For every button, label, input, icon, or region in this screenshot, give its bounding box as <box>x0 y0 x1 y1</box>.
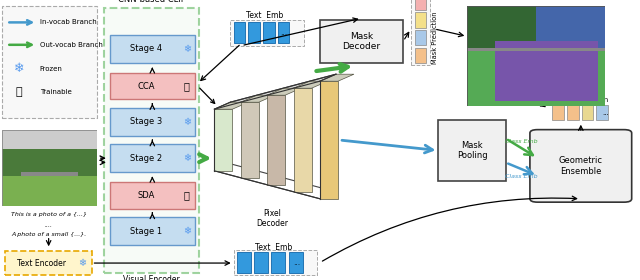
Text: 🔥: 🔥 <box>16 87 22 97</box>
Bar <box>110 73 195 99</box>
Text: Text  Emb: Text Emb <box>255 243 292 252</box>
Text: Text Encoder: Text Encoder <box>17 258 66 268</box>
Text: Stage 1: Stage 1 <box>130 227 162 235</box>
Text: Visual Encoder: Visual Encoder <box>124 276 180 280</box>
Bar <box>110 182 195 209</box>
Bar <box>552 105 564 120</box>
Bar <box>2 6 97 118</box>
Bar <box>289 252 303 273</box>
Text: In-vocab Branch: In-vocab Branch <box>40 19 97 25</box>
Polygon shape <box>268 95 285 185</box>
Text: ...: ... <box>292 258 300 267</box>
Polygon shape <box>241 95 275 102</box>
Polygon shape <box>320 74 354 81</box>
Text: Stage 4: Stage 4 <box>130 45 162 53</box>
Text: Geometric
Ensemble: Geometric Ensemble <box>559 156 603 176</box>
Text: CCA: CCA <box>137 81 155 91</box>
Text: Text  Emb: Text Emb <box>246 11 284 20</box>
Bar <box>234 250 317 275</box>
Bar <box>411 0 430 65</box>
Text: ...: ... <box>280 28 288 38</box>
Text: Class Emb: Class Emb <box>506 139 538 144</box>
Text: ...: ... <box>602 110 609 116</box>
Bar <box>5 251 92 275</box>
Bar <box>104 8 199 273</box>
Text: This is a photo of a {...}: This is a photo of a {...} <box>11 212 86 217</box>
Text: CNN-based CLIP: CNN-based CLIP <box>118 0 186 4</box>
Text: ❄: ❄ <box>183 117 191 127</box>
Polygon shape <box>214 164 336 199</box>
Bar <box>237 252 251 273</box>
Polygon shape <box>294 81 328 88</box>
Text: SDA: SDA <box>137 191 155 200</box>
Bar <box>254 252 268 273</box>
Polygon shape <box>214 109 232 171</box>
Bar <box>110 144 195 172</box>
Text: 🔥: 🔥 <box>184 81 190 91</box>
Text: Mask
Decoder: Mask Decoder <box>342 32 381 51</box>
Polygon shape <box>268 88 301 95</box>
Polygon shape <box>214 74 336 109</box>
Text: ❄: ❄ <box>14 62 24 75</box>
Polygon shape <box>320 81 338 199</box>
Bar <box>415 12 426 28</box>
Bar <box>320 20 403 63</box>
Text: Out-vocab Branch: Out-vocab Branch <box>40 42 102 48</box>
Bar <box>438 120 506 181</box>
Bar <box>110 35 195 63</box>
Text: ❄: ❄ <box>183 226 191 236</box>
Bar <box>230 20 304 46</box>
Text: ❄: ❄ <box>183 153 191 163</box>
Text: Pixel
Decoder: Pixel Decoder <box>256 209 288 228</box>
Text: ❄: ❄ <box>79 258 86 268</box>
Bar <box>596 105 608 120</box>
Text: Trainable: Trainable <box>40 89 72 95</box>
Bar <box>271 252 285 273</box>
Text: 🔥: 🔥 <box>184 190 190 200</box>
Bar <box>110 217 195 245</box>
Text: Class Emb: Class Emb <box>506 174 538 179</box>
Bar <box>234 22 245 43</box>
Text: Frozen: Frozen <box>40 66 63 72</box>
Bar <box>278 22 289 43</box>
Text: Mask Prediction: Mask Prediction <box>432 11 438 64</box>
Text: Stage 2: Stage 2 <box>130 154 162 163</box>
Polygon shape <box>294 88 312 192</box>
Bar <box>263 22 275 43</box>
Polygon shape <box>214 102 248 109</box>
Text: A photo of a small {...}.: A photo of a small {...}. <box>11 232 86 237</box>
Polygon shape <box>241 102 259 178</box>
Text: Stage 3: Stage 3 <box>130 117 162 126</box>
Text: Mask
Pooling: Mask Pooling <box>457 141 487 160</box>
Bar <box>415 30 426 45</box>
Text: ❄: ❄ <box>183 44 191 54</box>
Bar <box>415 48 426 63</box>
Text: ....: .... <box>45 223 52 228</box>
Bar <box>582 105 593 120</box>
FancyBboxPatch shape <box>530 130 632 202</box>
Bar <box>415 0 426 10</box>
Bar <box>567 105 579 120</box>
Bar <box>110 108 195 136</box>
Bar <box>248 22 260 43</box>
Text: Class Prediction: Class Prediction <box>553 97 609 103</box>
